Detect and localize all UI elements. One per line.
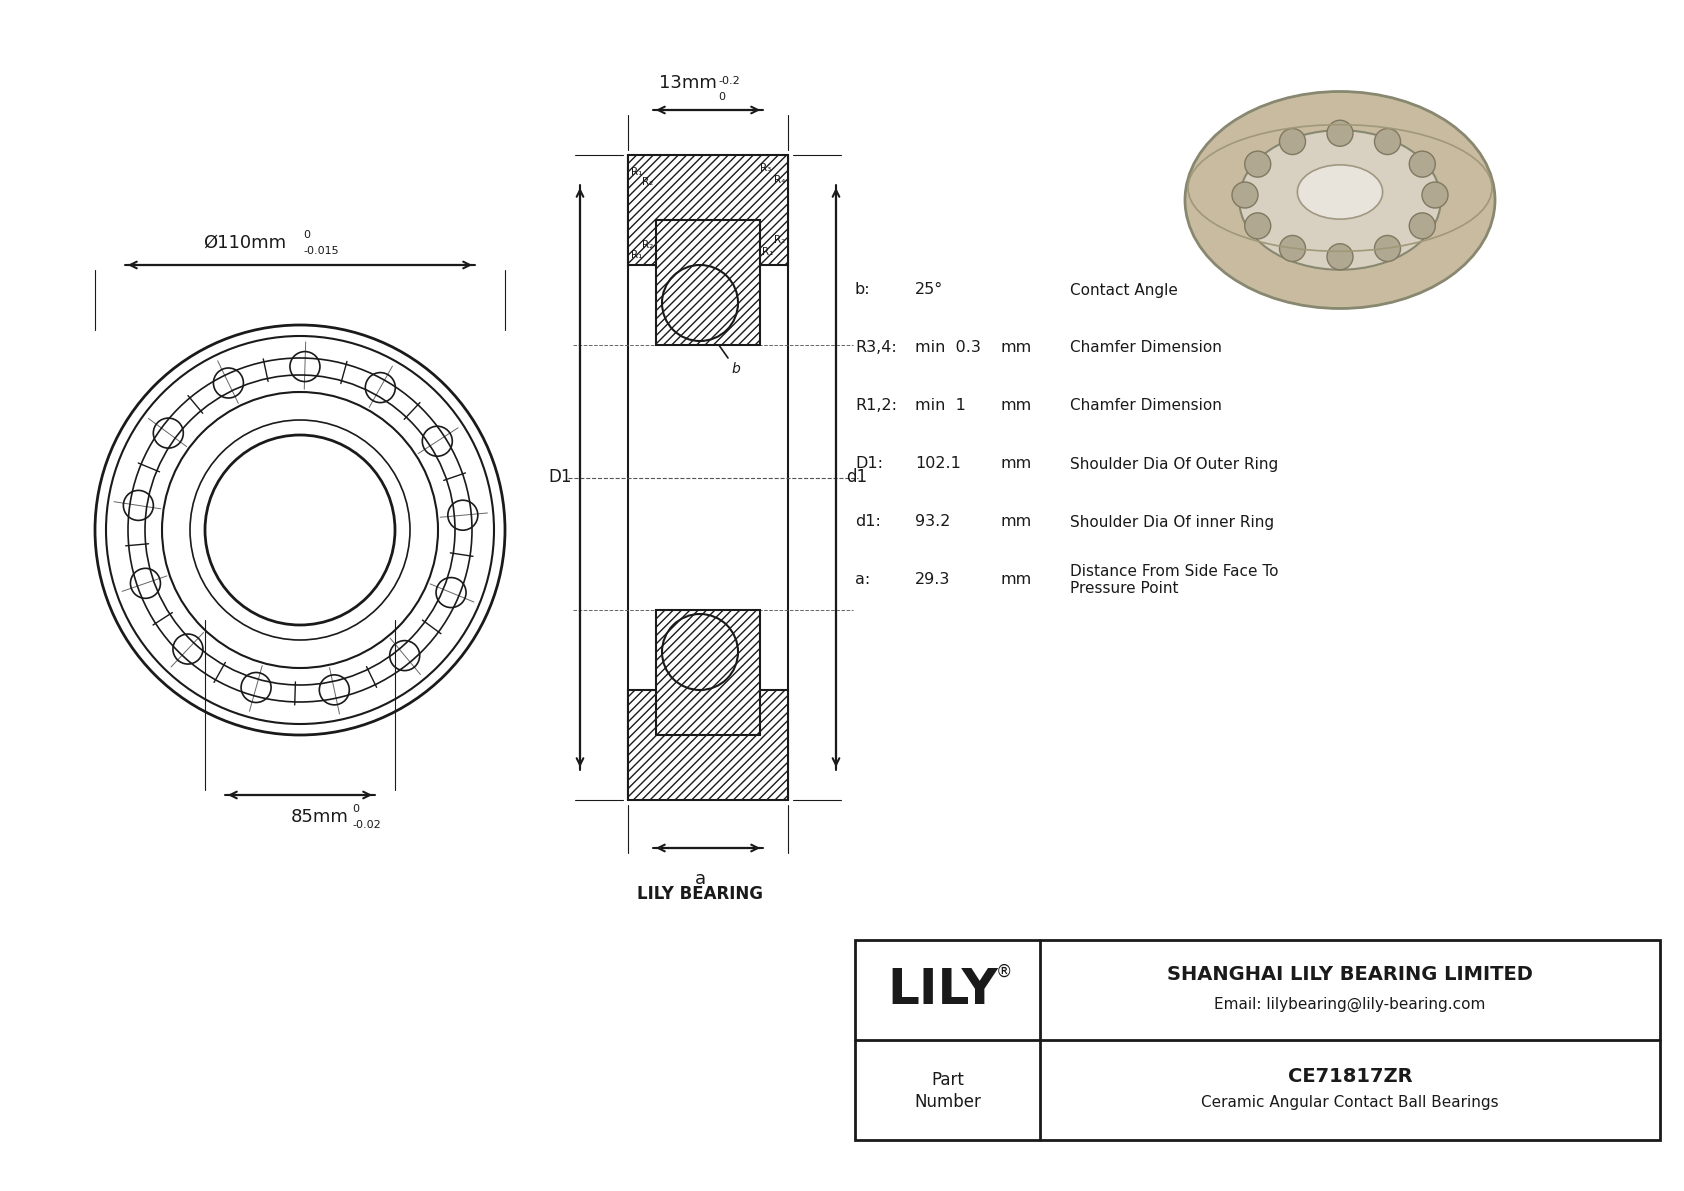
Ellipse shape [1297, 164, 1383, 219]
Text: 85mm: 85mm [291, 807, 349, 827]
Circle shape [1233, 182, 1258, 208]
Text: 93.2: 93.2 [914, 515, 950, 530]
Text: mm: mm [1000, 399, 1031, 413]
Text: Chamfer Dimension: Chamfer Dimension [1069, 399, 1223, 413]
Text: R₁: R₁ [632, 167, 642, 177]
Text: 0: 0 [352, 804, 359, 813]
Circle shape [1421, 182, 1448, 208]
Text: Email: lilybearing@lily-bearing.com: Email: lilybearing@lily-bearing.com [1214, 997, 1485, 1011]
Bar [657, 610, 759, 735]
Text: Part: Part [931, 1071, 963, 1089]
Circle shape [1327, 244, 1352, 269]
Bar [657, 220, 759, 345]
Text: R₁: R₁ [761, 247, 773, 257]
Text: d1:: d1: [855, 515, 881, 530]
Text: d1: d1 [845, 468, 867, 486]
Text: R₂: R₂ [642, 241, 653, 250]
Text: R3,4:: R3,4: [855, 341, 898, 355]
Bar [657, 610, 759, 735]
Text: Contact Angle: Contact Angle [1069, 282, 1177, 298]
Text: R₁: R₁ [632, 250, 642, 260]
Circle shape [1410, 213, 1435, 239]
Circle shape [1244, 213, 1271, 239]
Text: mm: mm [1000, 515, 1031, 530]
Text: -0.02: -0.02 [352, 819, 381, 830]
Text: Distance From Side Face To
Pressure Point: Distance From Side Face To Pressure Poin… [1069, 563, 1278, 597]
Text: SHANGHAI LILY BEARING LIMITED: SHANGHAI LILY BEARING LIMITED [1167, 965, 1532, 984]
Text: -0.015: -0.015 [303, 247, 338, 256]
Text: R₃: R₃ [759, 163, 771, 173]
Text: D1:: D1: [855, 456, 882, 472]
Text: 29.3: 29.3 [914, 573, 950, 587]
Bar [628, 155, 788, 266]
Text: -0.2: -0.2 [717, 76, 739, 86]
Circle shape [1244, 151, 1271, 177]
Text: 25°: 25° [914, 282, 943, 298]
Text: R₂: R₂ [642, 177, 653, 187]
Text: 102.1: 102.1 [914, 456, 962, 472]
Text: CE71817ZR: CE71817ZR [1288, 1066, 1413, 1085]
Text: 13mm: 13mm [658, 74, 717, 92]
Text: mm: mm [1000, 573, 1031, 587]
Bar [855, 940, 1660, 1140]
Text: Number: Number [914, 1093, 982, 1111]
Text: Shoulder Dia Of Outer Ring: Shoulder Dia Of Outer Ring [1069, 456, 1278, 472]
Text: a: a [694, 869, 706, 888]
Circle shape [1280, 236, 1305, 262]
Circle shape [1327, 120, 1352, 146]
Text: R₂: R₂ [775, 235, 785, 245]
Text: min  1: min 1 [914, 399, 967, 413]
Ellipse shape [1239, 130, 1442, 269]
Text: Ceramic Angular Contact Ball Bearings: Ceramic Angular Contact Ball Bearings [1201, 1095, 1499, 1110]
Text: ®: ® [997, 964, 1012, 981]
Bar [628, 690, 788, 800]
Text: LILY: LILY [887, 966, 999, 1014]
Circle shape [1374, 236, 1401, 262]
Text: R₄: R₄ [775, 175, 785, 185]
Text: Ø110mm: Ø110mm [204, 233, 286, 252]
Ellipse shape [1186, 92, 1495, 308]
Bar [657, 220, 759, 345]
Text: min  0.3: min 0.3 [914, 341, 980, 355]
Circle shape [1280, 129, 1305, 155]
Text: b:: b: [855, 282, 871, 298]
Text: 0: 0 [717, 92, 726, 102]
Text: 0: 0 [303, 230, 310, 241]
Bar [628, 155, 788, 266]
Text: R1,2:: R1,2: [855, 399, 898, 413]
Text: b: b [733, 362, 741, 376]
Text: mm: mm [1000, 341, 1031, 355]
Text: D1: D1 [549, 468, 573, 486]
Text: Shoulder Dia Of inner Ring: Shoulder Dia Of inner Ring [1069, 515, 1275, 530]
Text: Chamfer Dimension: Chamfer Dimension [1069, 341, 1223, 355]
Text: LILY BEARING: LILY BEARING [637, 885, 763, 903]
Circle shape [1374, 129, 1401, 155]
Circle shape [1410, 151, 1435, 177]
Bar [628, 690, 788, 800]
Text: mm: mm [1000, 456, 1031, 472]
Text: a:: a: [855, 573, 871, 587]
